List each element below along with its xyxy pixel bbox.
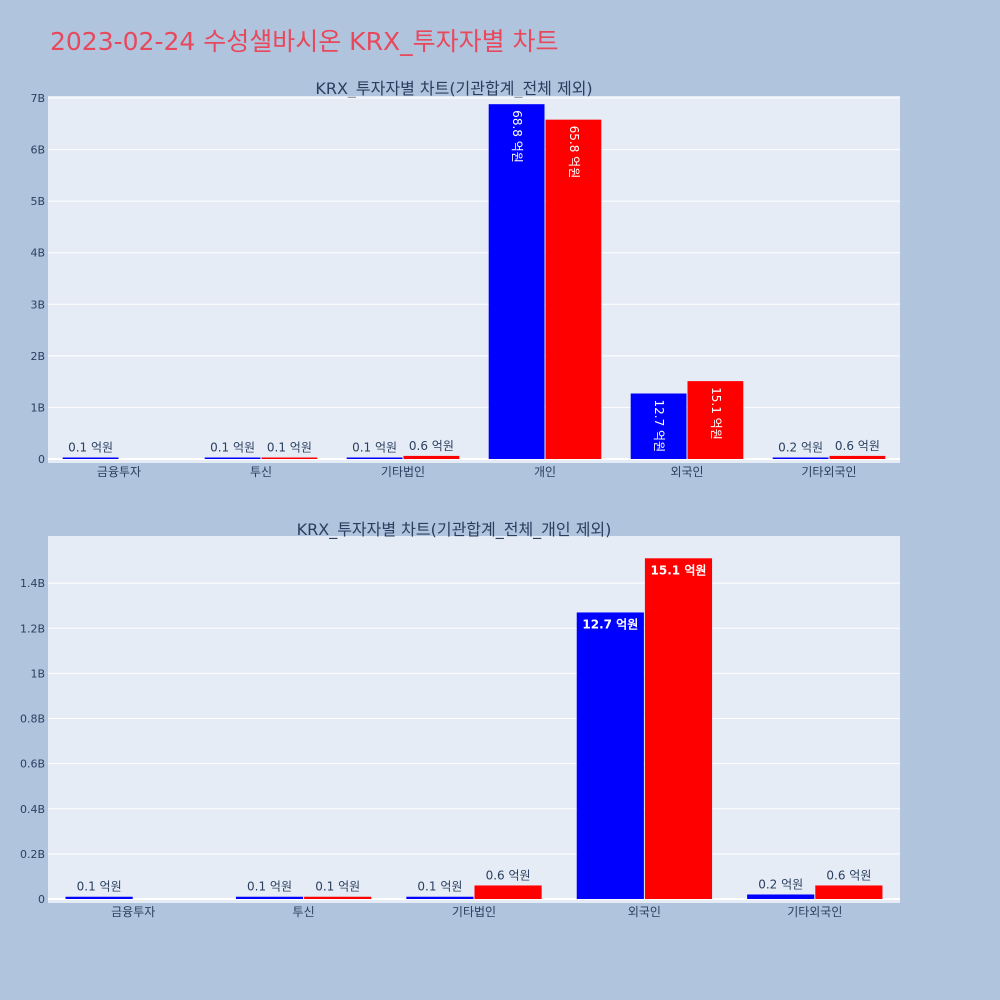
- data-label: 0.2 억원: [778, 441, 823, 455]
- data-label: 0.1 억원: [210, 441, 255, 455]
- data-label: 0.6 억원: [486, 868, 531, 882]
- bar: [474, 885, 542, 899]
- data-label: 0.1 억원: [315, 880, 360, 894]
- y-tick-label: 6B: [30, 144, 45, 157]
- data-label: 0.6 억원: [409, 439, 454, 453]
- data-label: 0.1 억원: [267, 441, 312, 455]
- data-label: 12.7 억원: [652, 400, 666, 453]
- x-tick-label: 기타외국인: [801, 465, 856, 479]
- y-tick-label: 0.2B: [20, 848, 45, 861]
- x-tick-label: 개인: [534, 465, 556, 479]
- y-tick-label: 3B: [30, 298, 45, 311]
- plot-area: [48, 536, 900, 903]
- y-tick-label: 0.6B: [20, 758, 45, 771]
- bar: [62, 457, 119, 459]
- data-label: 12.7 억원: [582, 617, 638, 631]
- x-tick-label: 기타법인: [381, 465, 425, 479]
- bar: [644, 558, 713, 899]
- y-tick-label: 1B: [30, 401, 45, 414]
- data-label: 0.6 억원: [826, 868, 871, 882]
- bar: [406, 896, 474, 899]
- bar: [235, 896, 304, 899]
- x-tick-label: 기타법인: [452, 905, 496, 919]
- bar: [304, 896, 372, 899]
- data-label: 0.1 억원: [417, 880, 462, 894]
- x-tick-label: 투신: [250, 465, 272, 479]
- data-label: 65.8 억원: [567, 126, 581, 179]
- y-tick-label: 2B: [30, 350, 45, 363]
- chart-title: KRX_투자자별 차트(기관합계_전체 제외): [315, 79, 592, 99]
- chart-excluding-individual: KRX_투자자별 차트(기관합계_전체_개인 제외) 0 0.2B 0.4B 0.6B 0…: [20, 520, 900, 919]
- bar: [545, 119, 602, 459]
- data-label: 15.1 억원: [709, 387, 723, 440]
- plot-area: [48, 96, 900, 463]
- y-tick-label: 1.4B: [20, 577, 45, 590]
- x-tick-label: 기타외국인: [787, 905, 842, 919]
- x-tick-label: 금융투자: [111, 905, 155, 919]
- bar: [488, 104, 545, 459]
- data-label: 15.1 억원: [651, 563, 707, 577]
- bar: [403, 455, 460, 459]
- data-label: 0.1 억원: [68, 441, 113, 455]
- x-tick-label: 투신: [293, 905, 315, 919]
- bar: [815, 885, 883, 899]
- bar: [829, 455, 886, 459]
- bar: [204, 457, 261, 459]
- data-label: 68.8 억원: [510, 110, 524, 163]
- x-tick-label: 외국인: [670, 465, 703, 479]
- data-label: 0.6 억원: [835, 439, 880, 453]
- x-tick-label: 외국인: [628, 905, 661, 919]
- bar: [261, 457, 318, 459]
- y-tick-label: 7B: [30, 92, 45, 105]
- bar: [346, 457, 403, 459]
- y-tick-label: 0: [38, 453, 45, 466]
- bar: [772, 457, 829, 459]
- y-tick-label: 0.8B: [20, 713, 45, 726]
- data-label: 0.1 억원: [77, 880, 122, 894]
- bar: [747, 894, 815, 899]
- y-tick-label: 5B: [30, 195, 45, 208]
- data-label: 0.2 억원: [758, 877, 803, 891]
- chart-all-investors: KRX_투자자별 차트(기관합계_전체 제외) 0 1B 2B 3B 4B 5B 6B 7B 금융…: [30, 79, 900, 479]
- page-title: 2023-02-24 수성샐바시온 KRX_투자자별 차트: [50, 27, 559, 56]
- y-tick-label: 0.4B: [20, 803, 45, 816]
- data-label: 0.1 억원: [247, 880, 292, 894]
- x-tick-label: 금융투자: [97, 465, 141, 479]
- bar: [65, 896, 133, 899]
- bar: [576, 612, 644, 899]
- y-tick-label: 0: [38, 893, 45, 906]
- data-label: 0.1 억원: [352, 441, 397, 455]
- y-tick-label: 1B: [30, 667, 45, 680]
- y-tick-label: 4B: [30, 247, 45, 260]
- y-tick-label: 1.2B: [20, 622, 45, 635]
- chart-title: KRX_투자자별 차트(기관합계_전체_개인 제외): [297, 520, 612, 540]
- bar: [630, 393, 687, 459]
- bar: [687, 381, 744, 459]
